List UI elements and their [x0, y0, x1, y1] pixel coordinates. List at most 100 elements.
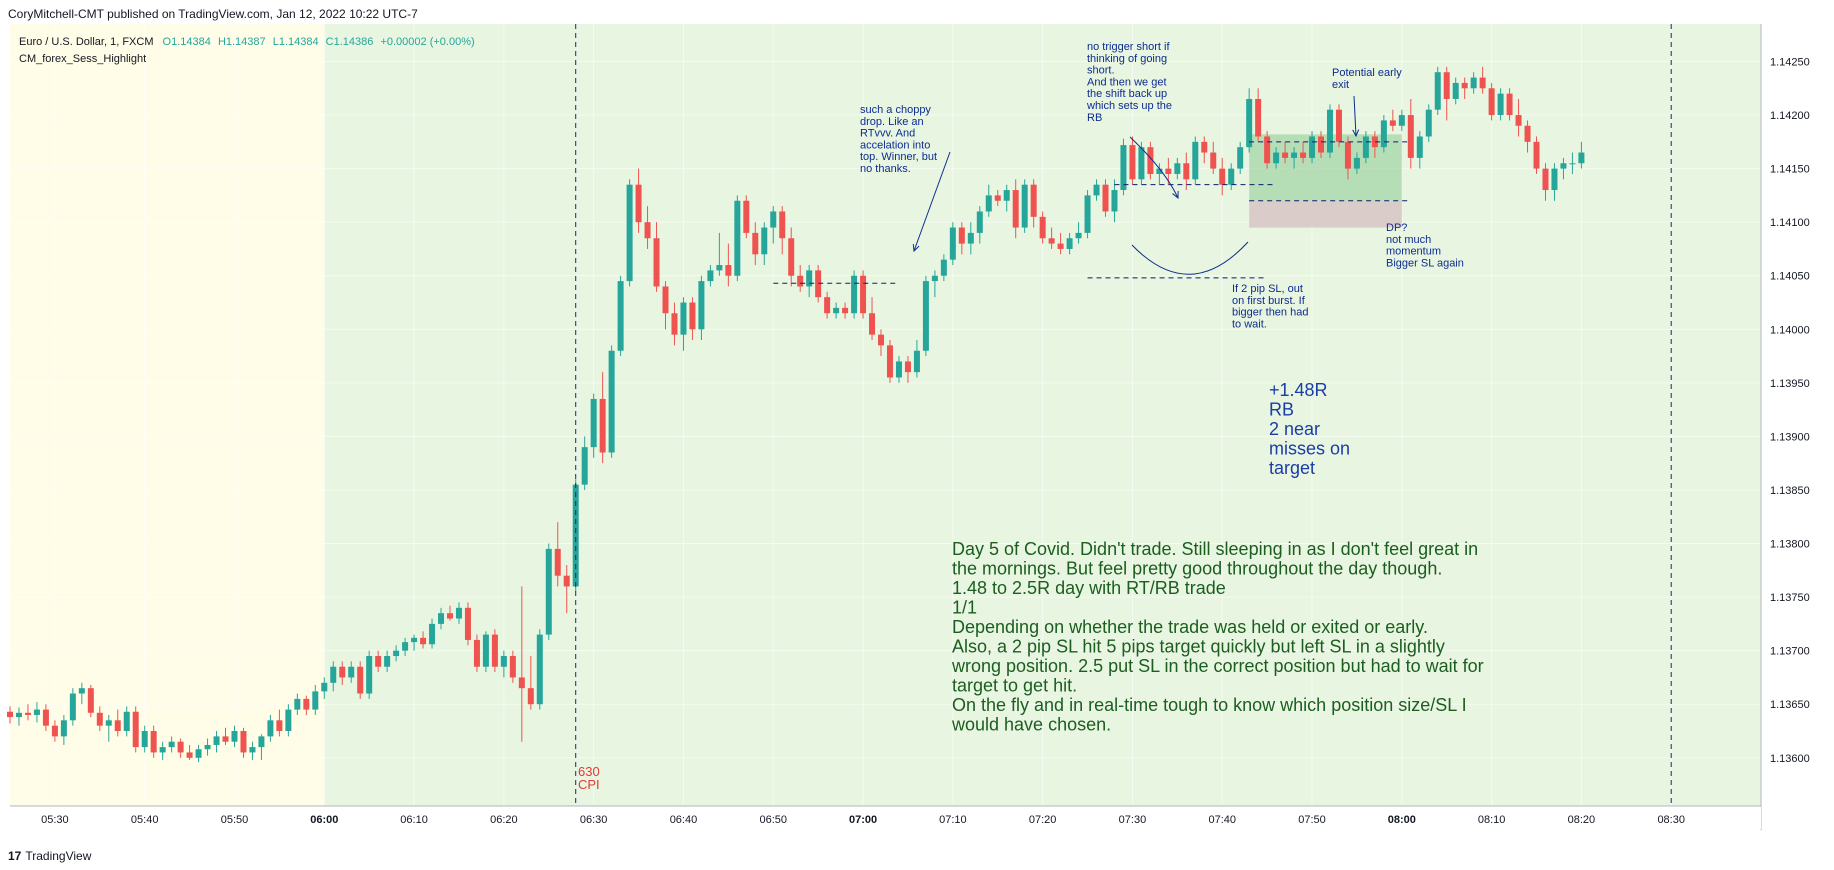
- candle-body: [851, 275, 858, 314]
- candle-body: [1246, 98, 1253, 148]
- time-tick-label: 08:00: [1388, 814, 1416, 826]
- result-note-line: misses on: [1269, 439, 1350, 459]
- candle-body: [886, 345, 893, 378]
- candle-body: [815, 270, 822, 298]
- sl-note-line: to wait.: [1232, 318, 1267, 330]
- candle-body: [294, 698, 301, 710]
- time-tick-label: 08:10: [1478, 814, 1506, 826]
- time-tick-label: 05:30: [41, 814, 69, 826]
- candle-body: [24, 712, 31, 715]
- candle-body: [824, 297, 831, 314]
- choppy-note-line: such a choppy: [860, 104, 931, 116]
- candle-body: [1183, 163, 1190, 180]
- candle-body: [330, 666, 337, 683]
- position-tool[interactable]: [1249, 134, 1402, 228]
- candle-body: [473, 639, 480, 667]
- candle-body: [186, 752, 193, 758]
- candle-body: [231, 731, 238, 742]
- position-stop-zone[interactable]: [1249, 200, 1402, 228]
- ohlc-high: H1.14387: [218, 36, 266, 48]
- candle-body: [1075, 232, 1082, 239]
- candle-body: [1380, 120, 1387, 148]
- candle-body: [177, 741, 184, 753]
- candle-body: [689, 302, 696, 330]
- no-trigger-note-line: the shift back up: [1087, 88, 1167, 100]
- time-tick-label: 08:20: [1568, 814, 1596, 826]
- candle-body: [1066, 238, 1073, 249]
- candle-body: [375, 656, 382, 667]
- ohlc-close: C1.14386: [326, 36, 374, 48]
- candle-body: [1210, 152, 1217, 169]
- position-target-zone[interactable]: [1249, 134, 1402, 201]
- candle-body: [258, 736, 265, 748]
- asia-session-bg: [10, 24, 325, 806]
- price-tick-label: 1.13750: [1770, 592, 1810, 604]
- rb-curve: [1131, 241, 1249, 275]
- candle-body: [303, 698, 310, 710]
- candle-body: [285, 709, 292, 732]
- sl-note-line: If 2 pip SL, out: [1232, 283, 1303, 295]
- candle-body: [734, 200, 741, 276]
- candle-body: [1560, 163, 1567, 169]
- candle-body: [1452, 82, 1459, 99]
- choppy-arrow-head: [912, 243, 920, 253]
- candle-body: [572, 484, 579, 587]
- candle-body: [985, 195, 992, 212]
- candle-body: [491, 634, 498, 667]
- candle-body: [87, 688, 94, 713]
- candle-body: [725, 265, 732, 276]
- candle-body: [393, 650, 400, 657]
- candle-body: [402, 642, 409, 651]
- candle-body: [1201, 141, 1208, 153]
- candle-body: [96, 712, 103, 726]
- candle-body: [599, 398, 606, 453]
- candle-body: [60, 720, 67, 737]
- candle-body: [1470, 77, 1477, 89]
- tradingview-logo-text: TradingView: [25, 849, 92, 863]
- candle-body: [1515, 115, 1522, 126]
- candle-body: [141, 731, 148, 748]
- candle-body: [644, 222, 651, 239]
- candle-body: [527, 688, 534, 705]
- candle-body: [878, 334, 885, 346]
- candle-body: [411, 637, 418, 643]
- candle-body: [994, 195, 1001, 201]
- candle-body: [1344, 141, 1351, 169]
- candle-body: [518, 677, 525, 689]
- candle-body: [949, 227, 956, 260]
- candle-body: [276, 720, 283, 732]
- candle-body: [1569, 163, 1576, 165]
- early-exit-arrow: [1353, 95, 1357, 137]
- price-tick-label: 1.13650: [1770, 699, 1810, 711]
- price-axis-bg[interactable]: [1761, 24, 1834, 830]
- candle-body: [1524, 125, 1531, 142]
- candle-body: [1461, 82, 1468, 89]
- candle-body: [123, 711, 130, 732]
- candle-body: [1264, 136, 1271, 164]
- candle-body: [1533, 141, 1540, 169]
- day-notes-line: Depending on whether the trade was held …: [952, 617, 1428, 637]
- candle-body: [114, 720, 121, 732]
- legend: Euro / U.S. Dollar, 1, FXCM O1.14384 H1.…: [19, 36, 475, 65]
- price-tick-label: 1.13850: [1770, 485, 1810, 497]
- candle-body: [1291, 152, 1298, 158]
- candle-body: [222, 736, 229, 742]
- day-notes-line: 1/1: [952, 598, 977, 618]
- day-notes: Day 5 of Covid. Didn't trade. Still slee…: [951, 539, 1484, 735]
- candle-body: [536, 634, 543, 705]
- candle-body: [7, 711, 13, 718]
- candle-body: [770, 211, 777, 228]
- price-tick-label: 1.14050: [1770, 271, 1810, 283]
- candle-body: [1506, 93, 1513, 116]
- candle-body: [1362, 136, 1369, 158]
- tradingview-footer[interactable]: 17 TradingView: [8, 849, 91, 863]
- day-notes-line: Day 5 of Covid. Didn't trade. Still slee…: [952, 539, 1478, 559]
- candle-body: [581, 447, 588, 485]
- time-axis-bg[interactable]: [10, 807, 1761, 829]
- time-tick-label: 06:30: [580, 814, 608, 826]
- time-tick-label: 07:20: [1029, 814, 1057, 826]
- candle-body: [213, 736, 220, 745]
- early-exit-note-line: Potential early: [1332, 67, 1402, 79]
